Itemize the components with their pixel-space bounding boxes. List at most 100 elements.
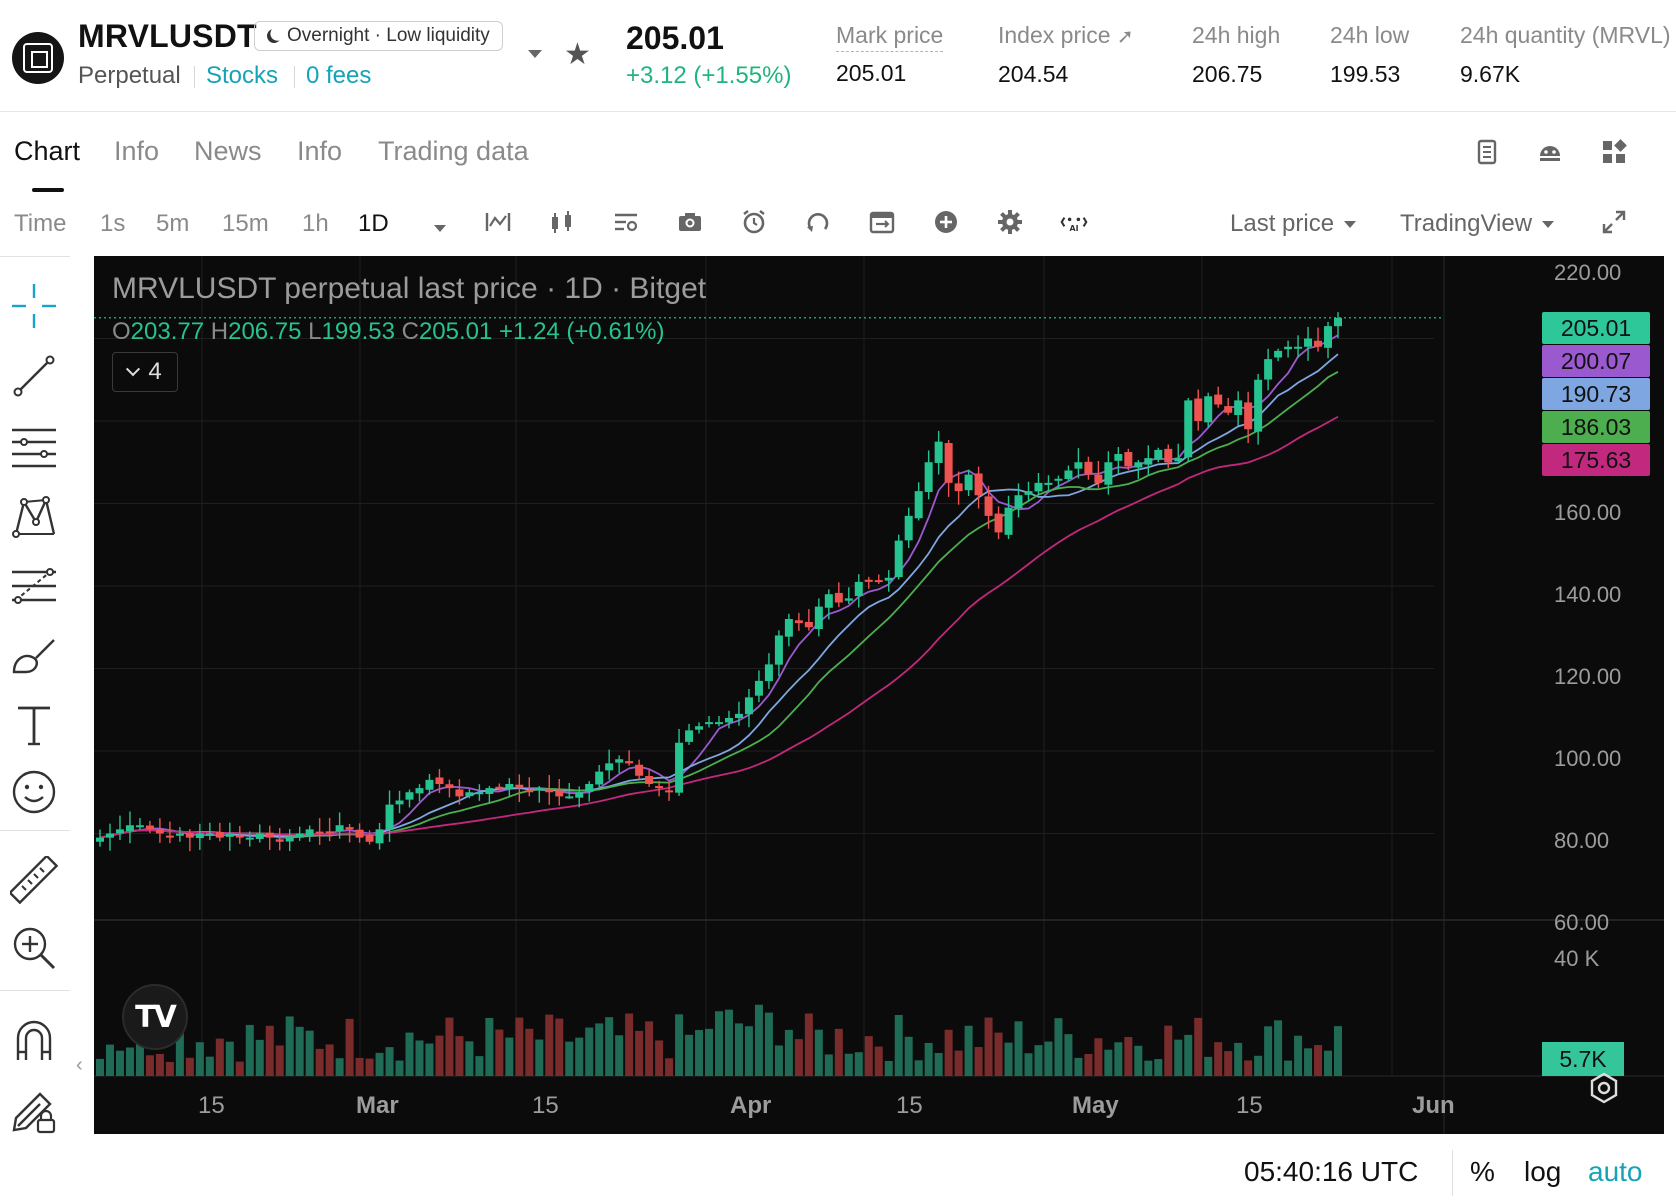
candle-body <box>275 839 284 842</box>
emoji-icon[interactable] <box>10 768 58 816</box>
interval-dropdown-icon[interactable] <box>424 220 446 238</box>
layout-grid-icon[interactable] <box>1600 138 1628 166</box>
horizontal-lines-icon[interactable] <box>10 422 58 470</box>
candle-body <box>1294 346 1303 349</box>
interval-1h[interactable]: 1h <box>302 210 329 237</box>
candle-body <box>565 796 574 799</box>
interval-1d[interactable]: 1D <box>358 210 389 237</box>
time-axis-label: 15 <box>198 1092 225 1119</box>
lock-drawing-icon[interactable] <box>10 1086 58 1134</box>
stat-label[interactable]: Mark price <box>836 22 944 52</box>
ai-assistant-icon[interactable]: AI <box>1060 208 1088 236</box>
candle-body <box>155 829 164 834</box>
alarm-icon[interactable] <box>740 208 768 236</box>
stat-label[interactable]: Index price ➚ <box>998 22 1134 48</box>
candle-type-icon[interactable] <box>548 208 576 236</box>
volume-bar <box>295 1026 304 1076</box>
candle-body <box>894 540 903 578</box>
text-tool-icon[interactable] <box>10 700 58 748</box>
fees-link[interactable]: 0 fees <box>306 62 372 89</box>
volume-bar <box>665 1058 674 1076</box>
brush-icon[interactable] <box>10 632 58 680</box>
price-axis-label: 120.00 <box>1554 664 1622 689</box>
toolbar-divider <box>0 830 70 831</box>
volume-bar <box>1324 1050 1333 1076</box>
volume-bar <box>904 1036 913 1076</box>
trend-line-icon[interactable] <box>10 352 58 400</box>
camera-icon[interactable] <box>676 208 704 236</box>
indicators-icon[interactable] <box>612 208 640 236</box>
candle-body <box>1044 482 1053 485</box>
volume-bar <box>485 1017 494 1076</box>
volume-bar <box>994 1032 1003 1076</box>
candle-body <box>934 441 943 463</box>
time-axis-label: 15 <box>532 1092 559 1119</box>
volume-bar <box>345 1018 354 1076</box>
candle-body <box>305 829 314 836</box>
magnet-icon[interactable] <box>10 1016 58 1064</box>
tab-news[interactable]: News <box>194 136 262 166</box>
volume-bar <box>874 1046 883 1076</box>
candle-body <box>595 771 604 785</box>
candle-body <box>635 764 644 776</box>
candle-body <box>605 763 614 771</box>
ticker-header: MRVLUSDT Overnight · Low liquidity Perpe… <box>0 0 1676 112</box>
tab-chart[interactable]: Chart <box>14 136 81 166</box>
favorite-star-icon[interactable]: ★ <box>564 38 591 71</box>
volume-bar <box>1274 1020 1283 1076</box>
toolbar-divider <box>0 990 70 991</box>
candle-body <box>1064 470 1073 479</box>
volume-bar <box>105 1044 114 1076</box>
symbol-name[interactable]: MRVLUSDT <box>78 18 257 54</box>
tab-info-2[interactable]: Info <box>297 136 343 166</box>
pattern-tool-icon[interactable] <box>10 492 58 540</box>
candle-body <box>255 833 264 839</box>
collapse-sidebar-icon[interactable]: ‹ <box>76 1054 83 1076</box>
category-link[interactable]: Stocks <box>206 62 279 89</box>
zoom-in-icon[interactable] <box>10 924 58 972</box>
time-label[interactable]: Time <box>14 210 67 237</box>
volume-bar <box>325 1044 334 1076</box>
tab-info[interactable]: Info <box>114 136 160 166</box>
candle-body <box>974 473 983 496</box>
log-scale-toggle[interactable]: log <box>1524 1156 1562 1187</box>
interval-5m[interactable]: 5m <box>156 210 190 237</box>
replay-icon[interactable] <box>804 208 832 236</box>
interval-15m[interactable]: 15m <box>222 210 269 237</box>
robot-icon[interactable] <box>1536 138 1564 166</box>
ohlc-legend: O203.77 H206.75 L199.53 C205.01 +1.24 (+… <box>112 318 664 346</box>
chart-settings-icon[interactable] <box>1588 1072 1620 1104</box>
symbol-dropdown-icon[interactable] <box>528 50 542 58</box>
price-chart[interactable]: MRVLUSDT perpetual last price · 1D · Bit… <box>94 256 1664 1134</box>
chart-canvas[interactable] <box>94 256 1664 1134</box>
volume-bar <box>225 1041 234 1076</box>
interval-1s[interactable]: 1s <box>100 210 126 237</box>
fullscreen-icon[interactable] <box>1600 208 1628 236</box>
candle-body <box>1214 394 1223 405</box>
percent-scale-toggle[interactable]: % <box>1470 1156 1495 1187</box>
volume-bar <box>864 1036 873 1076</box>
ruler-icon[interactable] <box>10 856 58 904</box>
candle-body <box>495 786 504 789</box>
price-axis-label: 60.00 <box>1554 910 1610 935</box>
candle-body <box>215 832 224 838</box>
indicators-collapse-button[interactable]: 4 <box>112 352 178 392</box>
crosshair-icon[interactable] <box>10 282 58 330</box>
order-book-icon[interactable] <box>1473 138 1501 166</box>
compare-icon[interactable] <box>484 208 512 236</box>
settings-gear-icon[interactable] <box>996 208 1024 236</box>
volume-bar <box>784 1029 793 1076</box>
tab-trading-data[interactable]: Trading data <box>378 136 529 166</box>
candle-body <box>1034 482 1043 492</box>
volume-bar <box>1124 1037 1133 1076</box>
candle-body <box>415 788 424 794</box>
fib-retracement-icon[interactable] <box>10 564 58 612</box>
chart-provider-select[interactable]: TradingView <box>1400 210 1555 238</box>
add-circle-icon[interactable] <box>932 208 960 236</box>
volume-bar <box>1054 1018 1063 1076</box>
auto-scale-toggle[interactable]: auto <box>1588 1156 1643 1187</box>
calendar-icon[interactable] <box>868 208 896 236</box>
candle-body <box>695 726 704 730</box>
price-source-select[interactable]: Last price <box>1230 210 1357 238</box>
candle-body <box>1204 396 1213 423</box>
